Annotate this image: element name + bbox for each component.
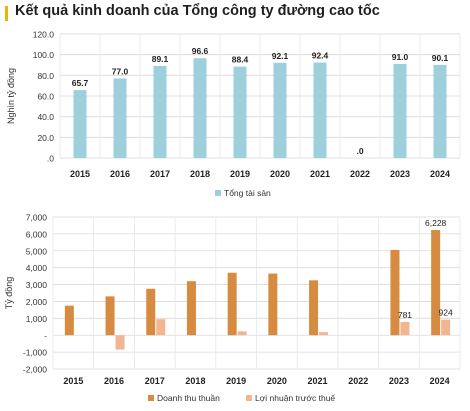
data-label: 90.1	[432, 53, 449, 63]
data-label: 92.4	[312, 51, 329, 61]
x-tick-label: 2022	[350, 169, 370, 179]
bar	[233, 66, 247, 158]
data-label: 6,228	[425, 218, 447, 228]
x-tick-label: 2021	[308, 376, 328, 386]
x-tick-label: 2020	[267, 376, 287, 386]
x-tick-label: 2022	[348, 376, 368, 386]
page-title: Kết quả kinh doanh của Tổng công ty đườn…	[15, 3, 380, 19]
x-tick-label: 2024	[430, 169, 450, 179]
bar	[431, 230, 441, 336]
y-tick-label: .0	[47, 154, 54, 164]
bar	[441, 319, 451, 336]
y-tick-label: 40.0	[37, 112, 54, 122]
x-tick-label: 2023	[390, 169, 410, 179]
data-label: 91.0	[392, 52, 409, 62]
bar	[73, 90, 87, 158]
title-accent-bar	[5, 6, 8, 21]
bar	[309, 280, 319, 336]
x-tick-label: 2019	[226, 376, 246, 386]
y-tick-label: -	[44, 331, 47, 341]
bar	[64, 305, 74, 336]
y-tick-label: 1,000	[26, 314, 48, 324]
legend-swatch	[215, 190, 221, 196]
legend-swatch	[148, 395, 154, 401]
bar	[193, 58, 207, 158]
bar	[186, 281, 196, 336]
bar	[156, 319, 166, 336]
y-tick-label: 80.0	[37, 71, 54, 81]
data-label: 96.6	[192, 46, 209, 56]
y-tick-label: 60.0	[37, 92, 54, 102]
bar	[237, 331, 247, 336]
bar	[227, 272, 237, 336]
x-tick-label: 2015	[63, 376, 83, 386]
legend-label: Tổng tài sản	[224, 188, 271, 198]
data-label: 781	[398, 310, 412, 320]
total-assets-chart: .0 20.0 40.0 60.0 80.0 100.0 120.0 Nghìn tỷ đồn…	[6, 30, 461, 198]
data-label: .0	[356, 146, 363, 156]
x-tick-label: 2017	[145, 376, 165, 386]
bar	[113, 78, 127, 158]
bar	[268, 273, 278, 336]
y-tick-label: 6,000	[26, 229, 48, 239]
x-tick-label: 2016	[104, 376, 124, 386]
data-label: 92.1	[272, 51, 289, 61]
bar	[433, 64, 447, 158]
bar	[146, 288, 156, 336]
y-tick-label: 120.0	[33, 30, 55, 40]
data-label: 65.7	[72, 78, 89, 88]
bar	[273, 62, 287, 158]
y-axis-label: Nghìn tỷ đồng	[6, 68, 16, 124]
y-tick-label: 20.0	[37, 133, 54, 143]
x-tick-label: 2019	[230, 169, 250, 179]
x-tick-label: 2018	[190, 169, 210, 179]
bar	[153, 65, 167, 158]
x-tick-label: 2018	[185, 376, 205, 386]
data-label: 89.1	[152, 54, 169, 64]
y-tick-label: -2,000	[23, 365, 47, 375]
data-label: 924	[439, 308, 453, 318]
y-tick-label: 7,000	[26, 213, 48, 223]
bar	[400, 322, 410, 336]
x-tick-label: 2015	[70, 169, 90, 179]
bar	[319, 332, 329, 336]
x-tick-label: 2016	[110, 169, 130, 179]
header: Kết quả kinh doanh của Tổng công ty đườn…	[0, 0, 470, 26]
y-tick-label: 4,000	[26, 263, 48, 273]
bar	[393, 63, 407, 158]
y-tick-label: 3,000	[26, 280, 48, 290]
y-tick-label: -1,000	[23, 348, 47, 358]
bar	[390, 249, 400, 336]
bar	[105, 296, 115, 336]
y-tick-label: 2,000	[26, 297, 48, 307]
y-axis-label: Tỷ đồng	[4, 277, 14, 310]
legend-swatch	[246, 395, 252, 401]
data-label: 77.0	[112, 66, 129, 76]
x-tick-label: 2023	[389, 376, 409, 386]
bar	[313, 62, 327, 158]
legend-label: Lợi nhuận trước thuế	[255, 393, 335, 403]
x-tick-label: 2020	[270, 169, 290, 179]
x-tick-label: 2024	[430, 376, 450, 386]
x-tick-label: 2021	[310, 169, 330, 179]
y-tick-label: 5,000	[26, 246, 48, 256]
y-tick-label: 100.0	[33, 50, 55, 60]
legend-label: Doanh thu thuần	[157, 393, 220, 403]
bar	[115, 335, 125, 350]
data-label: 88.4	[232, 55, 249, 65]
revenue-profit-chart: -2,000-1,000-1,0002,0003,0004,0005,0006,…	[4, 213, 461, 403]
x-tick-label: 2017	[150, 169, 170, 179]
